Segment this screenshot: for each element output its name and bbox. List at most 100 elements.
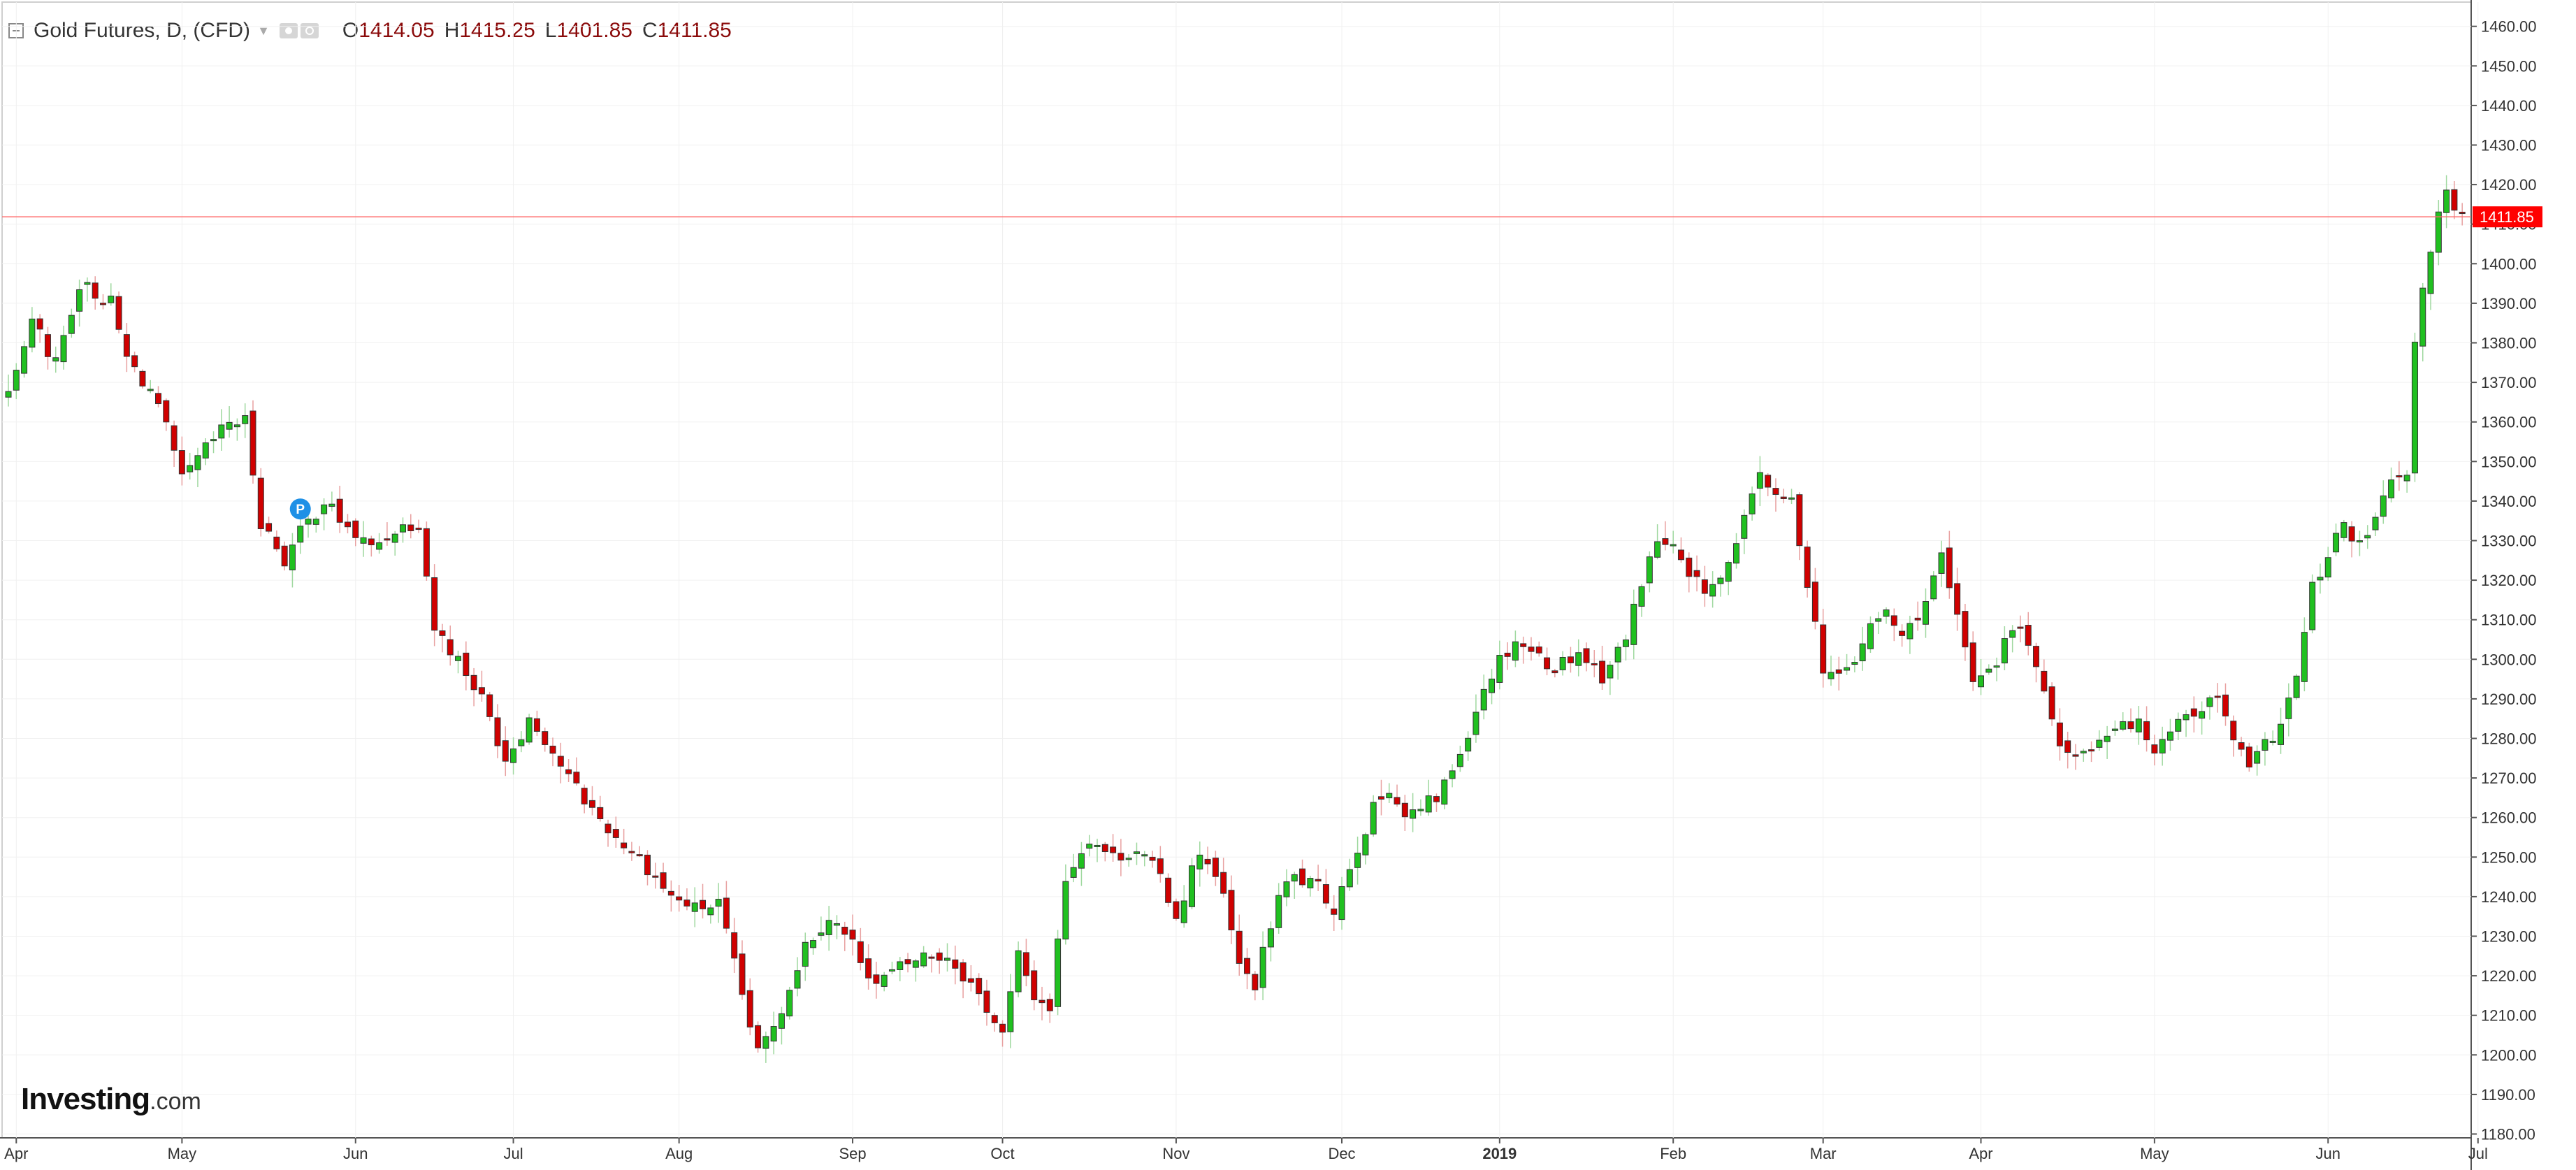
candle-body[interactable] <box>1646 556 1653 584</box>
candle-body[interactable] <box>2080 751 2087 753</box>
candle-body[interactable] <box>1544 657 1551 670</box>
candle-body[interactable] <box>723 897 730 929</box>
candle-body[interactable] <box>281 545 288 567</box>
candle-body[interactable] <box>391 533 398 543</box>
candle-body[interactable] <box>1914 617 1921 621</box>
candle-body[interactable] <box>494 717 501 746</box>
candle-body[interactable] <box>1299 868 1306 886</box>
candle-body[interactable] <box>123 334 130 357</box>
candle-body[interactable] <box>849 930 856 940</box>
candle-body[interactable] <box>336 498 343 523</box>
candle-body[interactable] <box>2096 739 2103 748</box>
candle-body[interactable] <box>407 524 414 531</box>
candle-body[interactable] <box>1591 663 1598 665</box>
candle-body[interactable] <box>218 424 225 439</box>
candle-body[interactable] <box>2230 721 2237 741</box>
candle-body[interactable] <box>1394 797 1401 804</box>
candle-body[interactable] <box>352 520 359 538</box>
candle-body[interactable] <box>1275 895 1282 928</box>
candle-body[interactable] <box>770 1026 777 1042</box>
candle-body[interactable] <box>1504 652 1511 657</box>
candle-body[interactable] <box>439 630 446 636</box>
candle-body[interactable] <box>210 439 217 442</box>
candle-body[interactable] <box>960 962 967 982</box>
candle-body[interactable] <box>312 519 319 525</box>
candle-body[interactable] <box>2017 626 2024 629</box>
candle-body[interactable] <box>1717 577 1724 584</box>
candle-body[interactable] <box>1859 643 1866 662</box>
candle-body[interactable] <box>1559 656 1566 670</box>
candle-body[interactable] <box>1985 668 1992 673</box>
candle-body[interactable] <box>2009 630 2016 638</box>
candle-body[interactable] <box>976 978 983 995</box>
candle-body[interactable] <box>44 334 51 357</box>
candle-body[interactable] <box>1701 579 1708 594</box>
candle-body[interactable] <box>897 961 904 970</box>
candle-body[interactable] <box>1125 858 1132 860</box>
candle-body[interactable] <box>321 504 328 514</box>
candle-body[interactable] <box>2222 694 2229 716</box>
candle-body[interactable] <box>2104 735 2111 742</box>
candle-body[interactable] <box>2364 535 2371 539</box>
candle-body[interactable] <box>1575 652 1582 666</box>
candle-body[interactable] <box>1189 865 1195 907</box>
candle-body[interactable] <box>936 952 943 961</box>
candle-body[interactable] <box>1890 615 1897 626</box>
candle-body[interactable] <box>1851 662 1858 665</box>
candle-body[interactable] <box>1844 667 1851 671</box>
candle-body[interactable] <box>1433 796 1440 802</box>
candle-body[interactable] <box>1110 846 1117 853</box>
candle-body[interactable] <box>1820 624 1827 674</box>
candle-body[interactable] <box>2120 721 2127 730</box>
candle-body[interactable] <box>1007 991 1014 1032</box>
candle-body[interactable] <box>865 958 872 978</box>
candle-body[interactable] <box>1607 665 1614 679</box>
candle-body[interactable] <box>700 900 707 909</box>
candle-body[interactable] <box>1039 999 1045 1004</box>
candle-body[interactable] <box>1662 538 1669 545</box>
candle-body[interactable] <box>920 952 927 967</box>
candle-body[interactable] <box>1962 611 1969 648</box>
candle-body[interactable] <box>518 739 525 746</box>
candle-body[interactable] <box>888 969 895 972</box>
candle-body[interactable] <box>1173 901 1180 919</box>
candle-body[interactable] <box>289 544 296 570</box>
candle-body[interactable] <box>400 524 406 533</box>
candle-body[interactable] <box>1528 647 1535 652</box>
chevron-down-icon[interactable]: ▼ <box>257 23 270 38</box>
candle-body[interactable] <box>999 1023 1006 1033</box>
settings-icon[interactable] <box>300 23 319 38</box>
candle-body[interactable] <box>2088 749 2095 752</box>
candle-body[interactable] <box>376 542 383 550</box>
candle-body[interactable] <box>1780 496 1787 499</box>
candle-body[interactable] <box>1022 952 1029 976</box>
candle-body[interactable] <box>810 940 817 948</box>
candle-body[interactable] <box>636 854 643 857</box>
candle-body[interactable] <box>2159 739 2166 753</box>
candle-body[interactable] <box>2293 675 2300 698</box>
candle-body[interactable] <box>691 902 698 912</box>
candle-body[interactable] <box>13 370 20 391</box>
candle-body[interactable] <box>1149 856 1156 861</box>
candle-body[interactable] <box>1906 623 1913 640</box>
candle-body[interactable] <box>1180 900 1187 923</box>
candle-body[interactable] <box>1938 552 1945 574</box>
candle-body[interactable] <box>178 450 185 475</box>
candle-body[interactable] <box>1567 656 1574 663</box>
candle-body[interactable] <box>825 920 832 935</box>
candle-body[interactable] <box>833 923 840 926</box>
candle-body[interactable] <box>2183 714 2190 721</box>
candle-body[interactable] <box>21 346 28 374</box>
candle-body[interactable] <box>2238 742 2245 750</box>
candle-body[interactable] <box>328 503 335 507</box>
candle-body[interactable] <box>171 425 178 451</box>
candle-body[interactable] <box>273 536 280 549</box>
candle-body[interactable] <box>1749 493 1756 514</box>
candle-body[interactable] <box>2451 189 2458 211</box>
candle-body[interactable] <box>139 370 146 387</box>
candle-body[interactable] <box>1212 858 1219 877</box>
candle-body[interactable] <box>2214 695 2221 698</box>
candle-body[interactable] <box>1811 582 1818 622</box>
candle-body[interactable] <box>588 800 595 808</box>
candle-body[interactable] <box>2064 740 2071 753</box>
